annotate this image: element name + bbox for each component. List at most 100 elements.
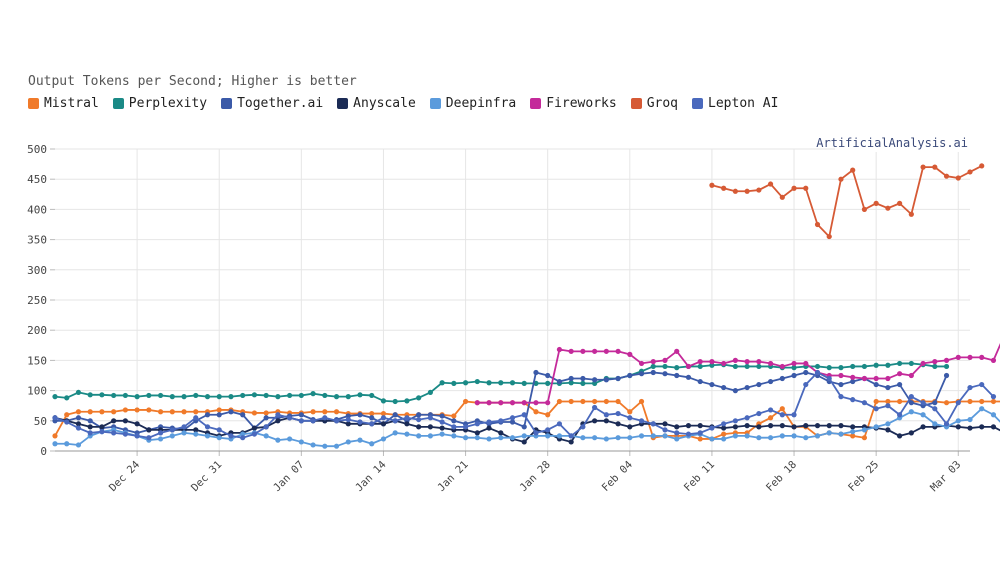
data-point-perplexity (932, 363, 938, 370)
data-point-mistral (310, 409, 316, 415)
legend-item-together-ai[interactable]: Together.ai (221, 96, 323, 111)
data-point-anyscale (615, 421, 621, 427)
data-point-deepinfra (662, 433, 668, 439)
data-point-fireworks (674, 348, 680, 354)
data-point-mistral (697, 436, 703, 442)
legend-item-perplexity[interactable]: Perplexity (112, 96, 207, 111)
data-point-anyscale (920, 424, 926, 430)
data-point-perplexity (897, 360, 903, 367)
x-tick-label: Feb 25 (846, 459, 881, 494)
data-point-perplexity (943, 363, 950, 370)
data-point-lepton-ai (64, 419, 70, 425)
data-point-mistral (627, 409, 633, 415)
data-point-lepton-ai (322, 415, 328, 421)
data-point-deepinfra (193, 431, 199, 437)
x-tick-label: Dec 24 (107, 459, 142, 494)
data-point-together-ai (850, 378, 856, 385)
data-point-mistral (111, 409, 117, 415)
data-point-mistral (333, 409, 340, 415)
data-point-lepton-ai (556, 421, 563, 427)
data-point-deepinfra (486, 436, 492, 442)
data-point-anyscale (122, 418, 128, 424)
data-point-groq (861, 206, 868, 212)
data-point-anyscale (662, 421, 668, 427)
data-point-deepinfra (990, 412, 997, 418)
data-point-together-ai (592, 377, 598, 383)
data-point-fireworks (486, 400, 492, 406)
data-point-deepinfra (814, 433, 821, 439)
data-point-perplexity (99, 392, 105, 398)
data-point-fireworks (568, 348, 574, 354)
data-point-anyscale (767, 423, 774, 429)
legend-label: Fireworks (546, 96, 617, 111)
data-point-perplexity (52, 394, 58, 400)
data-point-deepinfra (744, 433, 750, 439)
data-point-anyscale (193, 427, 199, 433)
data-point-deepinfra (638, 433, 645, 439)
legend-item-anyscale[interactable]: Anyscale (337, 96, 416, 111)
data-point-together-ai (897, 381, 903, 388)
data-point-together-ai (803, 369, 809, 376)
data-point-anyscale (498, 430, 504, 436)
data-point-perplexity (333, 394, 340, 400)
data-point-lepton-ai (580, 424, 586, 430)
data-point-anyscale (380, 421, 387, 427)
data-point-lepton-ai (920, 400, 926, 406)
legend-swatch (112, 98, 124, 109)
data-point-lepton-ai (333, 418, 340, 424)
data-point-lepton-ai (287, 415, 293, 421)
data-point-anyscale (416, 424, 422, 430)
data-point-lepton-ai (767, 407, 774, 413)
data-point-groq (873, 200, 879, 206)
data-point-fireworks (744, 359, 750, 365)
y-tick-label: 400 (27, 203, 47, 216)
data-point-mistral (451, 413, 457, 419)
data-point-perplexity (298, 392, 304, 399)
data-point-lepton-ai (521, 412, 527, 418)
data-point-perplexity (451, 380, 457, 386)
data-point-anyscale (603, 418, 609, 424)
data-point-deepinfra (345, 439, 351, 445)
data-point-anyscale (779, 423, 785, 429)
data-point-perplexity (404, 398, 410, 404)
data-point-perplexity (462, 380, 469, 386)
data-point-lepton-ai (204, 424, 211, 430)
data-point-lepton-ai (111, 430, 117, 436)
data-point-mistral (322, 409, 328, 415)
data-point-lepton-ai (779, 412, 785, 418)
data-point-lepton-ai (462, 424, 469, 430)
legend-item-mistral[interactable]: Mistral (28, 96, 99, 111)
data-point-mistral (897, 398, 903, 405)
legend-item-deepinfra[interactable]: Deepinfra (429, 96, 516, 111)
data-point-lepton-ai (298, 418, 304, 424)
data-point-deepinfra (263, 433, 269, 439)
watermark: ArtificialAnalysis.ai (816, 136, 968, 150)
data-point-perplexity (181, 394, 187, 400)
data-point-mistral (979, 398, 985, 405)
data-point-lepton-ai (122, 431, 128, 437)
data-point-mistral (369, 410, 375, 417)
data-point-lepton-ai (369, 421, 375, 427)
data-point-deepinfra (498, 435, 504, 441)
data-point-lepton-ai (638, 418, 645, 424)
data-point-deepinfra (287, 436, 293, 442)
data-point-lepton-ai (439, 419, 445, 425)
data-point-deepinfra (181, 430, 187, 436)
legend-item-lepton-ai[interactable]: Lepton AI (692, 96, 778, 111)
data-point-fireworks (650, 359, 656, 365)
data-point-together-ai (369, 415, 375, 421)
data-point-deepinfra (298, 439, 304, 445)
data-point-together-ai (732, 388, 738, 394)
data-point-fireworks (521, 400, 527, 406)
legend-item-groq[interactable]: Groq (630, 96, 678, 111)
y-tick-label: 50 (34, 415, 47, 428)
data-point-together-ai (204, 412, 211, 418)
legend-item-fireworks[interactable]: Fireworks (530, 96, 617, 111)
data-point-lepton-ai (181, 424, 187, 430)
data-point-lepton-ai (474, 421, 480, 427)
data-point-lepton-ai (908, 394, 914, 400)
data-point-perplexity (592, 380, 598, 386)
data-point-mistral (873, 398, 879, 405)
data-point-anyscale (521, 439, 527, 445)
data-point-lepton-ai (932, 406, 938, 412)
